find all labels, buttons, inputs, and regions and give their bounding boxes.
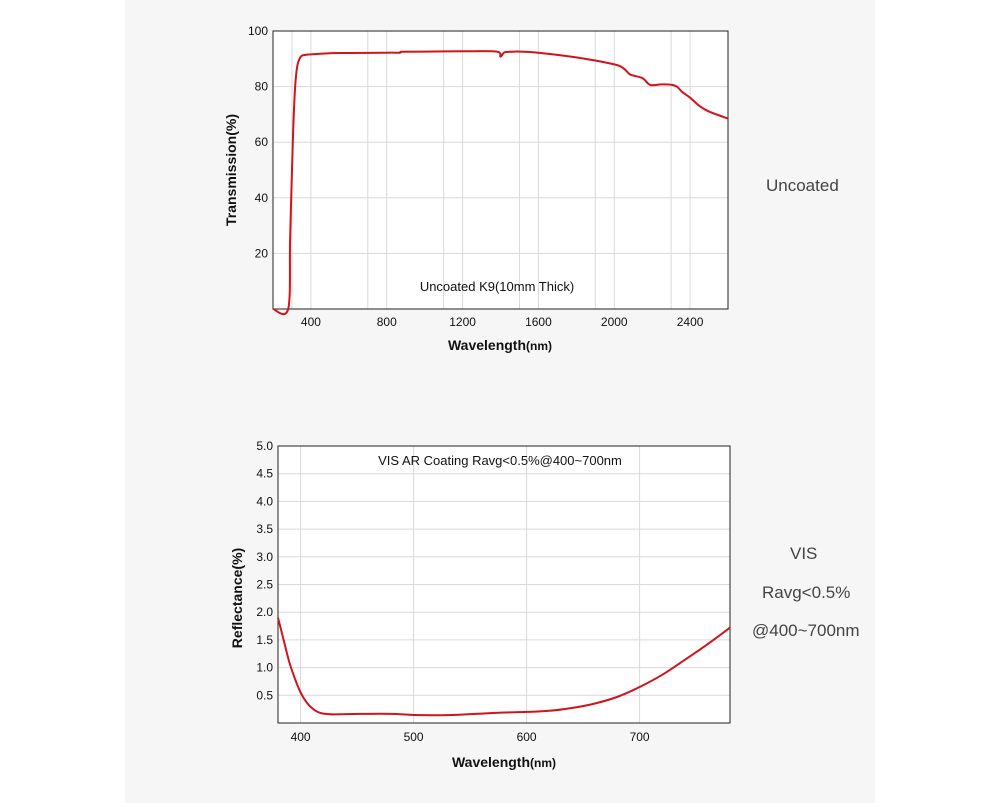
range-label: @400~700nm xyxy=(752,621,860,640)
y-tick-label: 40 xyxy=(255,191,269,205)
y-tick-label: 1.5 xyxy=(256,633,273,647)
x-axis-title-unit: (nm) xyxy=(530,756,556,770)
x-axis-title: Wavelength(nm) xyxy=(448,337,552,353)
y-tick-label: 5.0 xyxy=(256,439,273,453)
x-tick-label: 700 xyxy=(630,730,650,744)
plot-frame xyxy=(272,30,729,310)
vis-label: VIS xyxy=(790,544,818,563)
y-tick-label: 1.0 xyxy=(256,661,273,675)
y-axis-title: Reflectance(%) xyxy=(229,548,245,648)
x-tick-label: 400 xyxy=(301,315,321,329)
x-tick-label: 2400 xyxy=(677,315,704,329)
reflectance-chart: 400 500 600 700 0.5 1.0 1.5 2.0 2.5 3.0 3.5 4.0 4.5 5… xyxy=(229,439,731,770)
y-tick-label: 2.5 xyxy=(256,578,273,592)
x-tick-label: 600 xyxy=(517,730,537,744)
x-tick-label: 500 xyxy=(404,730,424,744)
y-tick-label: 4.0 xyxy=(256,494,273,508)
x-tick-label: 1600 xyxy=(525,315,552,329)
axis-ticks: 400 500 600 700 0.5 1.0 1.5 2.0 2.5 3.0 3.5 4.0 4.5 5… xyxy=(256,439,650,744)
reflectance-curve xyxy=(277,617,731,717)
y-tick-label: 100 xyxy=(248,24,268,38)
x-axis-title: Wavelength(nm) xyxy=(452,754,556,770)
transmission-curve xyxy=(272,50,729,316)
y-tick-label: 3.5 xyxy=(256,522,273,536)
grid-lines xyxy=(278,446,730,723)
y-tick-label: 3.0 xyxy=(256,550,273,564)
transmission-chart: 400 800 1200 1600 2000 2400 20 40 60 80 100 Uncoat… xyxy=(223,24,729,353)
y-tick-label: 4.5 xyxy=(256,467,273,481)
x-tick-label: 800 xyxy=(377,315,397,329)
chart-annotation: Uncoated K9(10mm Thick) xyxy=(420,279,574,294)
y-tick-label: 2.0 xyxy=(256,605,273,619)
axis-ticks: 400 800 1200 1600 2000 2400 20 40 60 80 100 xyxy=(248,24,704,329)
y-tick-label: 60 xyxy=(255,135,269,149)
y-tick-label: 80 xyxy=(255,80,269,94)
y-axis-title: Transmission(%) xyxy=(223,114,239,226)
y-tick-label: 0.5 xyxy=(256,688,273,702)
x-tick-label: 1200 xyxy=(449,315,476,329)
ravg-label: Ravg<0.5% xyxy=(762,583,851,602)
plot-frame xyxy=(277,445,731,724)
uncoated-label: Uncoated xyxy=(766,176,839,195)
y-tick-label: 20 xyxy=(255,246,269,260)
x-tick-label: 2000 xyxy=(601,315,628,329)
grid-lines xyxy=(273,31,728,309)
x-tick-label: 400 xyxy=(291,730,311,744)
x-axis-title-unit: (nm) xyxy=(526,339,552,353)
chart-annotation: VIS AR Coating Ravg<0.5%@400~700nm xyxy=(378,453,622,468)
x-axis-title-main: Wavelength xyxy=(448,337,526,353)
x-axis-title-main: Wavelength xyxy=(452,754,530,770)
plot-area xyxy=(273,31,728,309)
